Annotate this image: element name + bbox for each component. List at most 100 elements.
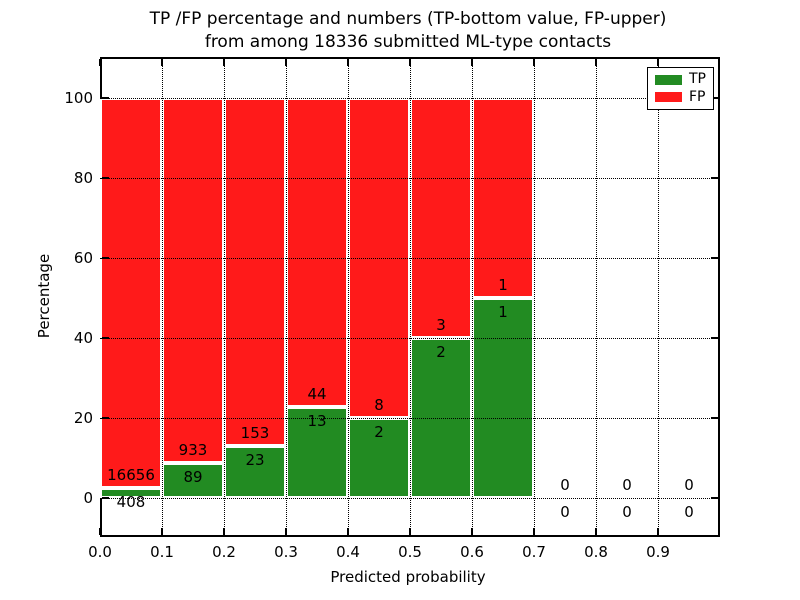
y-tick-label: 20 bbox=[73, 409, 93, 427]
y-tick-left bbox=[102, 417, 109, 419]
x-tick-bottom bbox=[471, 528, 473, 535]
x-tick-bottom bbox=[161, 528, 163, 535]
chart-title-line2: from among 18336 submitted ML-type conta… bbox=[204, 32, 612, 52]
fp-bar-segment bbox=[100, 98, 162, 489]
tp-color-swatch bbox=[655, 74, 682, 85]
x-tick-top bbox=[471, 59, 473, 66]
x-tick-top bbox=[347, 59, 349, 66]
v-gridline bbox=[534, 57, 535, 537]
x-tick-label: 0.6 bbox=[460, 543, 484, 561]
x-tick-bottom bbox=[347, 528, 349, 535]
tp-bar-segment bbox=[224, 445, 286, 498]
fp-color-swatch bbox=[655, 92, 682, 103]
y-tick-right bbox=[711, 497, 718, 499]
tp-count-label: 89 bbox=[183, 468, 203, 487]
fp-count-label: 0 bbox=[622, 476, 632, 494]
chart-title: TP /FP percentage and numbers (TP-bottom… bbox=[10, 8, 800, 54]
x-tick-label: 0.5 bbox=[398, 543, 422, 561]
legend-item-fp: FP bbox=[648, 88, 713, 105]
y-tick-label: 100 bbox=[64, 89, 93, 107]
v-gridline bbox=[348, 57, 349, 537]
legend: TP FP bbox=[647, 67, 714, 110]
y-tick-right bbox=[711, 257, 718, 259]
x-tick-top bbox=[99, 59, 101, 66]
x-tick-bottom bbox=[533, 528, 535, 535]
y-tick-label: 80 bbox=[73, 169, 93, 187]
x-tick-top bbox=[161, 59, 163, 66]
y-tick-left bbox=[102, 337, 109, 339]
x-tick-label: 0.4 bbox=[336, 543, 360, 561]
y-tick-left bbox=[102, 177, 109, 179]
y-tick-right bbox=[711, 97, 718, 99]
x-tick-bottom bbox=[223, 528, 225, 535]
y-tick-label: 60 bbox=[73, 249, 93, 267]
fp-count-label: 0 bbox=[684, 476, 694, 494]
fp-count-label: 933 bbox=[178, 441, 208, 460]
fp-count-label: 44 bbox=[307, 384, 327, 403]
fp-count-label: 16656 bbox=[107, 466, 155, 485]
tp-count-label: 13 bbox=[307, 411, 327, 430]
v-gridline bbox=[658, 57, 659, 537]
fp-count-label: 8 bbox=[374, 396, 384, 414]
x-tick-label: 0.7 bbox=[522, 543, 546, 561]
tp-bar-segment bbox=[162, 463, 224, 498]
tp-bar-segment bbox=[348, 418, 410, 498]
x-tick-top bbox=[533, 59, 535, 66]
x-tick-top bbox=[409, 59, 411, 66]
x-tick-label: 0.3 bbox=[274, 543, 298, 561]
fp-count-label: 0 bbox=[560, 476, 570, 494]
tp-count-label: 0 bbox=[560, 503, 570, 521]
y-tick-right bbox=[711, 417, 718, 419]
x-tick-label: 0.1 bbox=[150, 543, 174, 561]
x-tick-bottom bbox=[595, 528, 597, 535]
v-gridline bbox=[162, 57, 163, 537]
fp-count-label: 153 bbox=[240, 423, 270, 442]
v-gridline bbox=[472, 57, 473, 537]
y-tick-left bbox=[102, 257, 109, 259]
legend-label-fp: FP bbox=[689, 88, 706, 105]
legend-label-tp: TP bbox=[689, 71, 706, 88]
x-axis-label: Predicted probability bbox=[330, 568, 486, 586]
fp-bar-segment bbox=[162, 98, 224, 464]
fp-bar-segment bbox=[286, 98, 348, 407]
y-tick-right bbox=[711, 177, 718, 179]
tp-count-label: 1 bbox=[498, 303, 508, 321]
tp-bar-segment bbox=[100, 488, 162, 498]
y-tick-label: 40 bbox=[73, 329, 93, 347]
chart-title-line1: TP /FP percentage and numbers (TP-bottom… bbox=[149, 9, 667, 29]
fp-bar-segment bbox=[410, 98, 472, 338]
x-tick-label: 0.0 bbox=[88, 543, 112, 561]
tp-count-label: 2 bbox=[374, 423, 384, 441]
x-tick-bottom bbox=[285, 528, 287, 535]
x-tick-label: 0.2 bbox=[212, 543, 236, 561]
fp-bar-segment bbox=[472, 98, 534, 298]
y-tick-left bbox=[102, 97, 109, 99]
x-tick-bottom bbox=[99, 528, 101, 535]
fp-count-label: 3 bbox=[436, 316, 446, 334]
tp-count-label: 0 bbox=[684, 503, 694, 521]
tp-count-label: 0 bbox=[622, 503, 632, 521]
x-tick-label: 0.9 bbox=[646, 543, 670, 561]
fp-count-label: 1 bbox=[498, 276, 508, 294]
y-tick-label: 0 bbox=[83, 489, 93, 507]
tp-bar-segment bbox=[286, 406, 348, 498]
v-gridline bbox=[596, 57, 597, 537]
v-gridline bbox=[224, 57, 225, 537]
y-tick-left bbox=[102, 497, 109, 499]
tp-bar-segment bbox=[472, 298, 534, 498]
x-tick-label: 0.8 bbox=[584, 543, 608, 561]
x-tick-bottom bbox=[409, 528, 411, 535]
tp-count-label: 2 bbox=[436, 343, 446, 361]
v-gridline bbox=[410, 57, 411, 537]
legend-item-tp: TP bbox=[648, 72, 713, 87]
x-tick-bottom bbox=[657, 528, 659, 535]
tp-count-label: 23 bbox=[245, 450, 265, 469]
y-tick-right bbox=[711, 337, 718, 339]
tp-count-label: 408 bbox=[116, 493, 146, 512]
x-tick-top bbox=[657, 59, 659, 66]
v-gridline bbox=[286, 57, 287, 537]
x-tick-top bbox=[595, 59, 597, 66]
x-tick-top bbox=[285, 59, 287, 66]
x-tick-top bbox=[223, 59, 225, 66]
